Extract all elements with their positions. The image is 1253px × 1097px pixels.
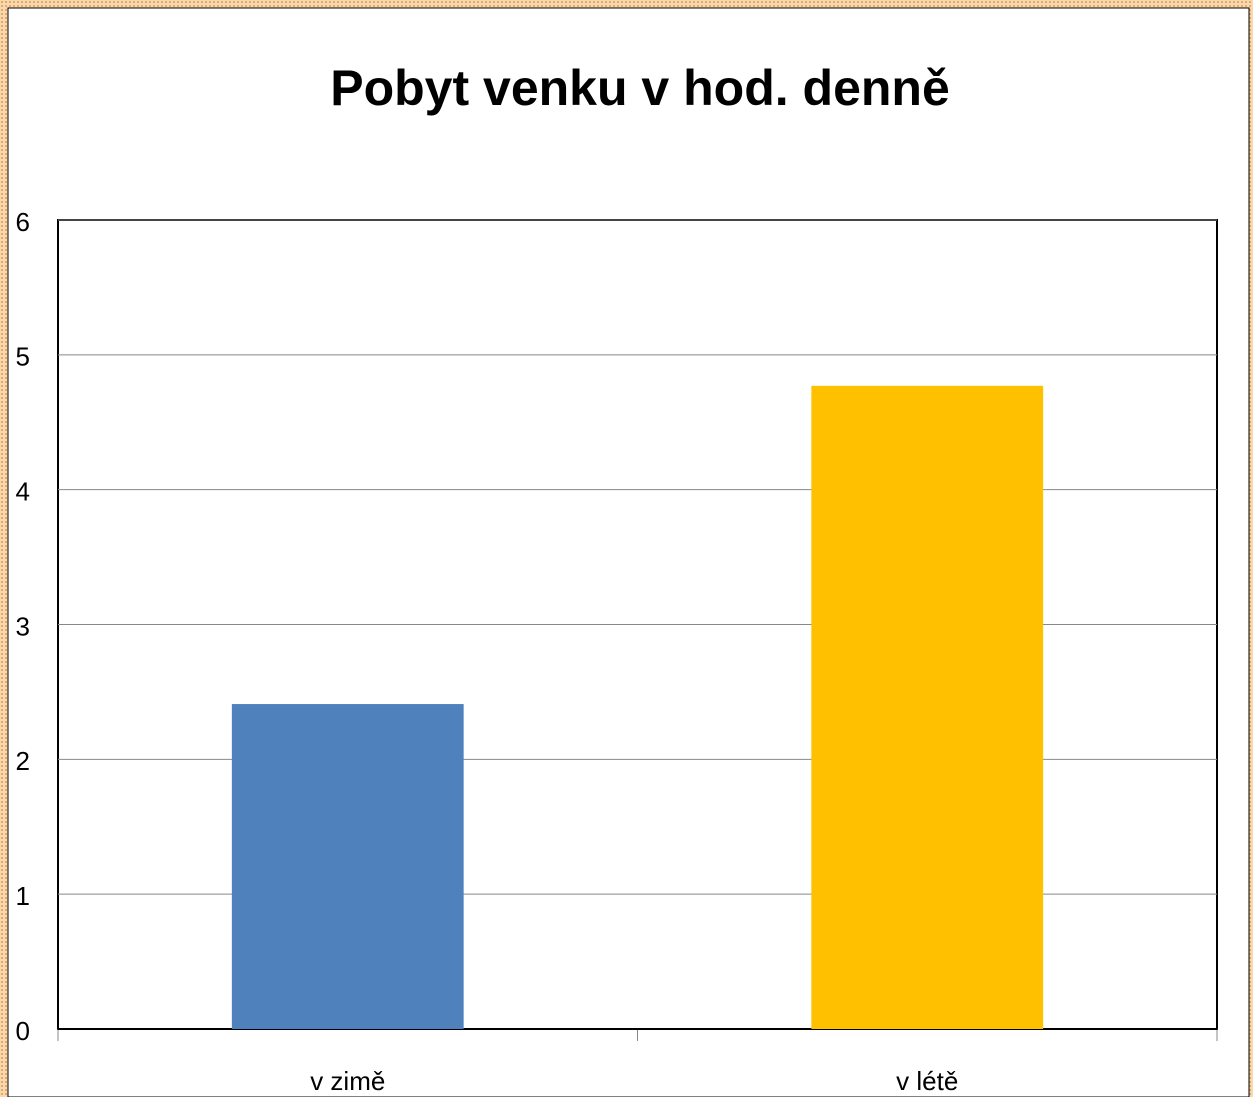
bar [231, 704, 464, 1029]
chart-title: Pobyt venku v hod. denně [330, 60, 950, 116]
y-tick-label: 2 [16, 746, 30, 776]
x-tick-label: v zimě [310, 1066, 385, 1096]
y-tick-label: 1 [16, 881, 30, 911]
y-tick-label: 5 [16, 342, 30, 372]
y-tick-label: 0 [16, 1016, 30, 1046]
y-tick-label: 6 [16, 207, 30, 237]
x-tick-label: v létě [896, 1066, 958, 1096]
bar [811, 385, 1044, 1030]
y-tick-label: 4 [16, 477, 30, 507]
y-tick-label: 3 [16, 611, 30, 641]
